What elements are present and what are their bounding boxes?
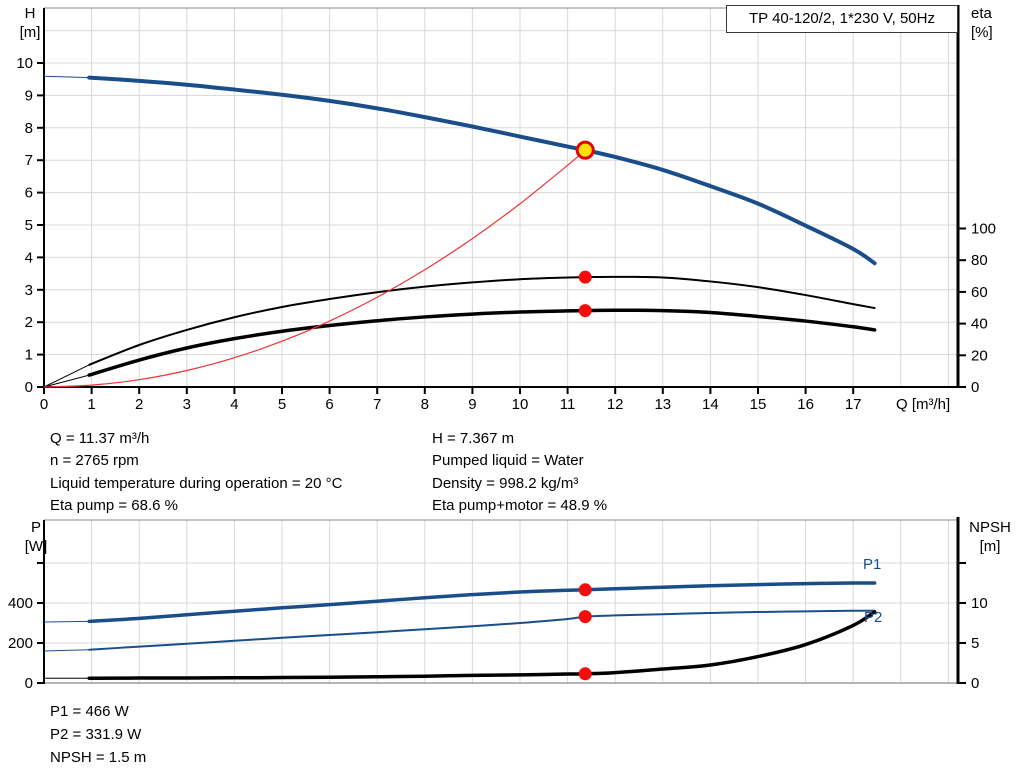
- p1-curve-label: P1: [863, 556, 882, 573]
- q-axis-label: Q [m³/h]: [896, 396, 951, 413]
- info-pumped-liquid: Pumped liquid = Water: [432, 452, 584, 470]
- info-h: H = 7.367 m: [432, 430, 515, 447]
- top-left-tick-label: 7: [25, 152, 33, 169]
- npsh-axis-label: NPSH [m]: [962, 518, 1018, 556]
- h-axis-label-symbol: H: [24, 5, 36, 22]
- p1-curve-lead: [43, 620, 90, 623]
- info-n: n = 2765 rpm: [50, 452, 139, 470]
- top-x-tick-label: 4: [230, 396, 238, 413]
- top-x-tick-label: 10: [512, 396, 529, 413]
- bottom-left-tick-label: 0: [25, 675, 33, 692]
- p-axis-label: P [W]: [12, 518, 60, 556]
- p2-point: [578, 610, 592, 624]
- top-x-tick-label: 11: [560, 396, 576, 413]
- info-density: Density = 998.2 kg/m³: [432, 474, 579, 492]
- top-x-tick-label: 5: [278, 396, 286, 413]
- top-left-tick-label: 8: [25, 120, 33, 137]
- eta-pump-curve-lead: [43, 364, 90, 388]
- top-x-tick-label: 7: [373, 396, 381, 413]
- info-block-bottom: P1 = 466 W P2 = 331.9 W NPSH = 1.5 m: [50, 700, 146, 769]
- top-x-tick-label: 1: [87, 396, 95, 413]
- p-axis-label-unit: [W]: [24, 538, 48, 555]
- bottom-right-tick-label: 5: [971, 635, 979, 652]
- p-axis-label-symbol: P: [30, 519, 41, 536]
- operating-point-marker[interactable]: [575, 140, 595, 160]
- npsh-curve: [87, 610, 877, 680]
- top-left-tick-label: 1: [25, 347, 33, 364]
- top-x-tick-label: 14: [702, 396, 719, 413]
- top-right-tick-label: 40: [971, 316, 988, 333]
- info-liquid-temp: Liquid temperature during operation = 20…: [50, 474, 343, 492]
- eta-axis-label-unit: [%]: [971, 24, 993, 41]
- top-left-tick-label: 3: [25, 282, 33, 299]
- info-eta-pump-motor: Eta pump+motor = 48.9 %: [432, 497, 608, 515]
- bottom-left-tick-label: 200: [8, 635, 33, 652]
- info-npsh: NPSH = 1.5 m: [50, 749, 147, 766]
- top-right-tick-label: 60: [971, 284, 988, 301]
- top-x-tick-label: 9: [468, 396, 476, 413]
- top-left-tick-label: 6: [25, 185, 33, 202]
- bottom-left-tick-label: 400: [8, 595, 33, 612]
- eta-pump-curve: [88, 275, 876, 366]
- top-right-tick-label: 80: [971, 252, 988, 269]
- top-x-tick-label: 6: [325, 396, 333, 413]
- pump-curve-lead: [43, 75, 90, 79]
- info-block-right: H = 7.367 m Pumped liquid = Water Densit…: [432, 428, 607, 518]
- p1-curve: [87, 581, 877, 624]
- info-block-left: Q = 11.37 m³/h n = 2765 rpm Liquid tempe…: [50, 428, 342, 518]
- top-x-tick-label: 15: [750, 396, 767, 413]
- top-right-tick-label: 0: [971, 379, 979, 396]
- npsh-axis-label-unit: [m]: [979, 538, 1001, 555]
- top-left-tick-label: 5: [25, 217, 33, 234]
- top-right-tick-label: 20: [971, 347, 988, 364]
- p2-curve-lead: [43, 649, 90, 652]
- p2-curve-label: P2: [864, 609, 883, 626]
- top-x-tick-label: 8: [421, 396, 429, 413]
- bottom-right-tick-label: 10: [971, 595, 988, 612]
- top-x-tick-label: 16: [797, 396, 814, 413]
- top-x-tick-label: 12: [607, 396, 624, 413]
- info-p2: P2 = 331.9 W: [50, 726, 142, 743]
- top-left-tick-label: 0: [25, 379, 33, 396]
- top-left-tick-label: 9: [25, 87, 33, 104]
- eta-axis-label: eta [%]: [971, 4, 1021, 42]
- top-left-tick-label: 4: [25, 249, 33, 266]
- eta-pump-point: [578, 270, 592, 284]
- info-p1: P1 = 466 W: [50, 703, 129, 720]
- top-x-tick-label: 3: [183, 396, 191, 413]
- top-x-tick-label: 17: [845, 396, 862, 413]
- pump-title-box: TP 40-120/2, 1*230 V, 50Hz: [726, 5, 958, 33]
- h-axis-label: H [m]: [8, 4, 52, 42]
- eta-pump-motor-curve: [87, 308, 877, 377]
- eta-pump-motor-point: [578, 304, 592, 318]
- top-right-tick-label: 100: [971, 221, 996, 238]
- info-eta-pump: Eta pump = 68.6 %: [50, 497, 178, 515]
- top-left-tick-label: 2: [25, 314, 33, 331]
- eta-axis-label-symbol: eta: [971, 5, 992, 22]
- info-q: Q = 11.37 m³/h: [50, 430, 150, 447]
- npsh-point: [578, 667, 592, 681]
- p2-curve: [88, 609, 876, 651]
- pump-curve: [87, 75, 877, 266]
- h-axis-label-unit: [m]: [19, 24, 41, 41]
- bottom-right-tick-label: 0: [971, 675, 979, 692]
- p1-point: [578, 583, 592, 597]
- npsh-axis-label-symbol: NPSH: [969, 519, 1011, 536]
- top-left-tick-label: 10: [16, 55, 33, 72]
- system-curve: [43, 149, 586, 388]
- eta-pump-motor-curve-lead: [43, 374, 90, 388]
- top-x-tick-label: 2: [135, 396, 143, 413]
- top-x-tick-label: 0: [40, 396, 48, 413]
- top-x-tick-label: 13: [654, 396, 671, 413]
